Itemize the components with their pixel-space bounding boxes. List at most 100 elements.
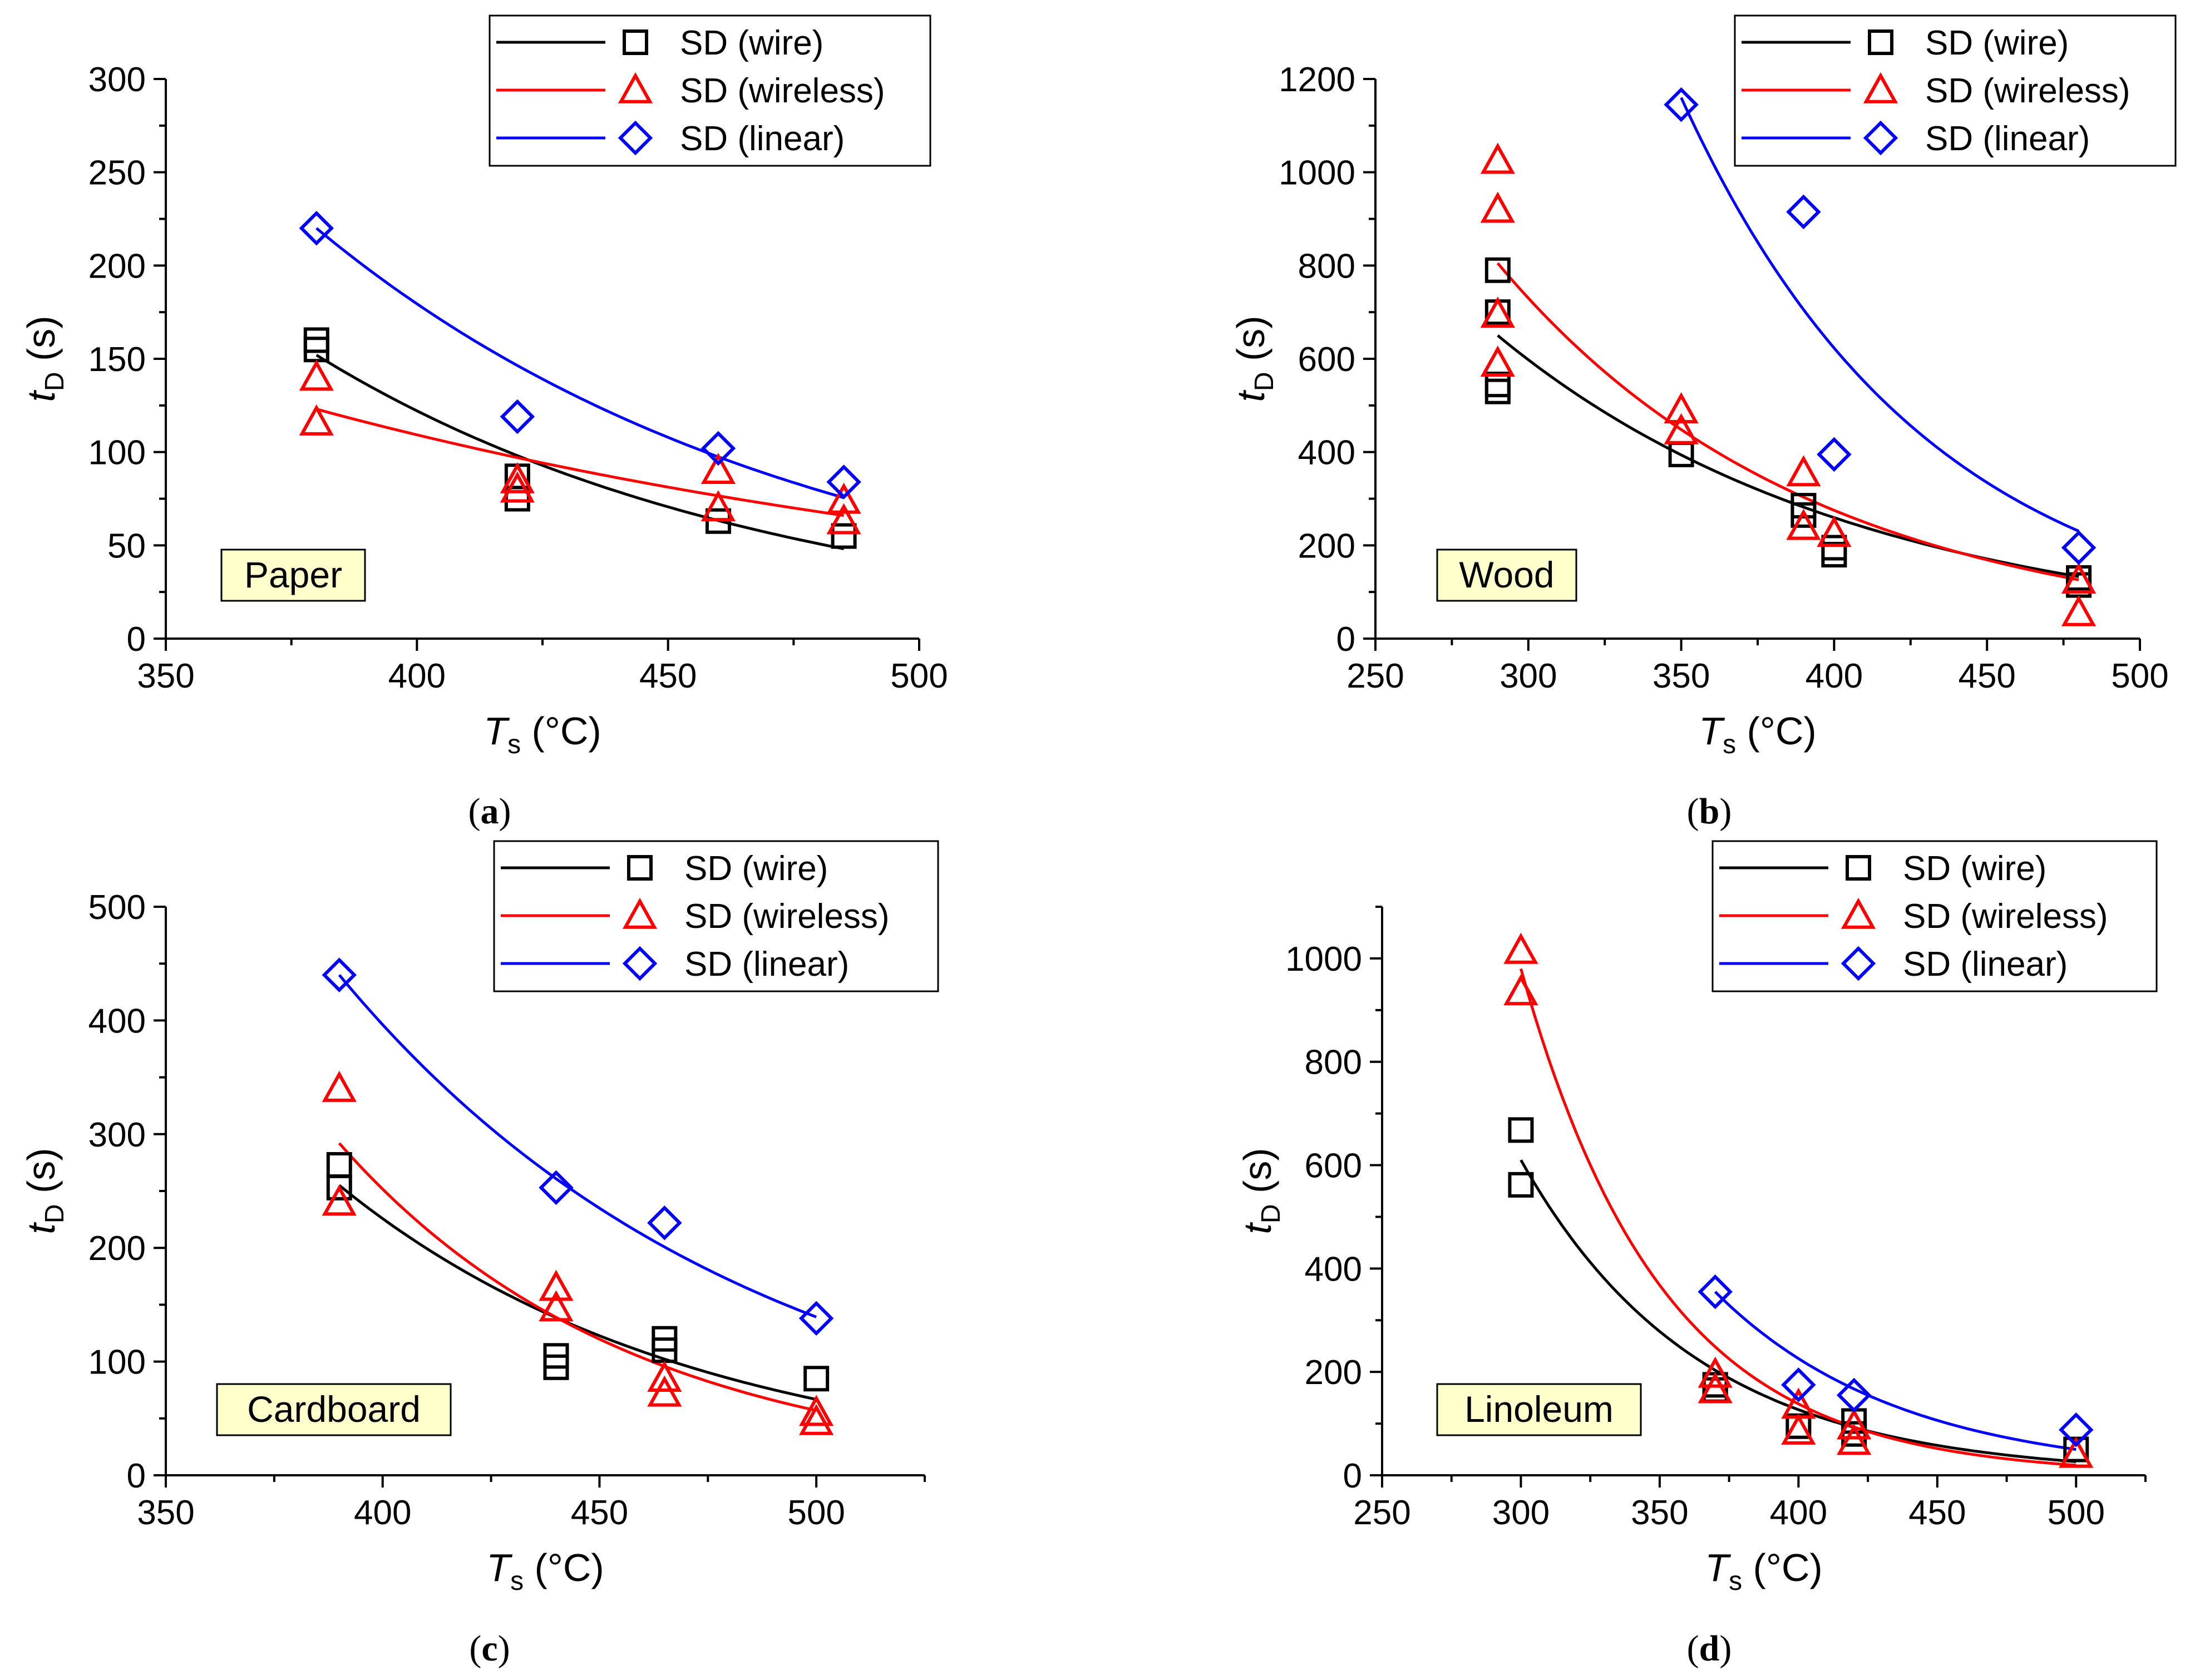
legend-label-linear: SD (linear) [684, 945, 849, 984]
data-point-wireless [1480, 142, 1515, 174]
data-point-wire [831, 523, 857, 549]
data-point-wire [1790, 502, 1817, 528]
panel-caption: (c) [469, 1628, 510, 1669]
material-badge [220, 549, 366, 602]
legend-marker-wire [627, 855, 653, 881]
y-tick-label: 400 [88, 1002, 146, 1040]
data-point-wire [1821, 535, 1847, 561]
x-tick-label: 500 [2111, 657, 2168, 695]
material-label: Paper [244, 554, 342, 595]
y-tick-label: 400 [1298, 434, 1355, 472]
legend-label-linear: SD (linear) [1925, 120, 2090, 158]
y-tick-label: 150 [88, 340, 146, 379]
x-tick-label: 350 [137, 1494, 194, 1532]
y-axis-label: tD (s) [19, 1148, 70, 1234]
fit-curve-linear [338, 974, 817, 1318]
y-tick-label: 200 [88, 1229, 146, 1268]
data-point-wire [1484, 378, 1511, 404]
y-tick-label: 1200 [1279, 61, 1355, 99]
data-point-wireless [1786, 455, 1821, 487]
data-point-wireless [1480, 345, 1515, 377]
y-tick-label: 600 [1305, 1147, 1362, 1185]
data-point-wireless [322, 1184, 357, 1216]
data-point-linear [2061, 530, 2097, 565]
x-tick-label: 400 [388, 657, 446, 695]
data-point-wireless [1817, 516, 1852, 547]
panel-caption: (b) [1687, 791, 1732, 832]
material-label: Wood [1459, 554, 1554, 595]
legend-label-wire: SD (wire) [1903, 849, 2046, 888]
panel-caption: (d) [1687, 1628, 1732, 1669]
material-badge [1436, 549, 1577, 602]
fit-curve-linear [315, 227, 845, 500]
legend-marker-linear [622, 946, 658, 981]
legend-marker-wire [1868, 29, 1893, 55]
legend-label-wire: SD (wire) [684, 849, 828, 888]
x-tick-label: 450 [571, 1494, 628, 1532]
x-tick-label: 350 [1631, 1494, 1688, 1532]
legend-marker-wireless [618, 72, 653, 103]
data-point-linear [322, 957, 357, 992]
legend: SD (wire) SD (wireless) SD (linear) [1711, 840, 2158, 992]
x-tick-label: 500 [890, 657, 948, 695]
data-point-wireless [1698, 1372, 1733, 1404]
legend-label-wireless: SD (wireless) [680, 72, 885, 110]
data-point-wireless [2059, 1436, 2094, 1468]
x-tick-label: 450 [1958, 657, 2015, 695]
x-tick-label: 400 [1806, 657, 1863, 695]
data-point-linear [1781, 1367, 1816, 1402]
y-tick-label: 500 [88, 888, 146, 927]
x-tick-label: 400 [1770, 1494, 1827, 1532]
legend-marker-wire [623, 29, 648, 55]
data-point-wireless [539, 1290, 574, 1322]
y-tick-label: 300 [88, 1116, 146, 1154]
data-point-wireless [1480, 191, 1515, 223]
data-point-wireless [826, 503, 861, 535]
y-tick-label: 0 [1343, 1457, 1362, 1495]
y-tick-label: 1000 [1279, 154, 1355, 192]
data-point-wire [803, 1366, 830, 1392]
data-point-linear [1836, 1377, 1872, 1413]
fit-curve-wireless [316, 408, 844, 517]
x-tick-label: 350 [137, 657, 194, 695]
legend-marker-wireless [1863, 72, 1898, 103]
material-label: Linoleum [1464, 1389, 1614, 1430]
y-tick-label: 800 [1305, 1044, 1362, 1082]
x-tick-label: 400 [354, 1494, 411, 1532]
data-point-wireless [826, 482, 861, 514]
data-point-wire [326, 1152, 352, 1178]
legend: SD (wire) SD (wireless) SD (linear) [1734, 14, 2177, 167]
fit-curve-wire [315, 354, 845, 551]
data-point-linear [539, 1170, 574, 1205]
x-tick-label: 450 [1908, 1494, 1966, 1532]
x-tick-label: 450 [639, 657, 697, 695]
y-tick-label: 250 [88, 154, 146, 192]
material-label: Cardboard [247, 1389, 421, 1430]
data-point-linear [647, 1205, 682, 1241]
data-point-wireless [1786, 508, 1821, 540]
x-tick-label: 500 [787, 1494, 845, 1532]
legend-marker-linear [618, 120, 653, 156]
legend-label-wireless: SD (wireless) [684, 897, 890, 936]
fit-curve-wire [1497, 334, 2079, 578]
data-point-wire [1508, 1172, 1534, 1198]
x-axis-label: Ts (°C) [1705, 1546, 1822, 1596]
legend-label-linear: SD (linear) [1903, 945, 2068, 984]
y-tick-label: 50 [107, 527, 146, 565]
data-point-wireless [1698, 1356, 1733, 1388]
data-point-wireless [1781, 1413, 1816, 1445]
y-tick-label: 100 [88, 1343, 146, 1382]
fit-curve-wireless [1496, 262, 2079, 581]
data-point-wire [504, 486, 530, 512]
y-axis-label: tD (s) [1236, 1148, 1286, 1234]
fit-curve-wireless [338, 1142, 817, 1412]
x-tick-label: 250 [1346, 657, 1404, 695]
panel-d: 250 300 350 400 450 500 0 200 400 600 800 1000 Ts (°… [1236, 840, 2158, 1669]
data-point-linear [701, 431, 736, 466]
data-point-wireless [647, 1361, 682, 1392]
data-point-wireless [500, 462, 535, 493]
y-tick-label: 0 [127, 620, 146, 659]
data-point-wireless [539, 1269, 574, 1301]
data-point-linear [2059, 1412, 2094, 1447]
y-tick-label: 0 [127, 1457, 146, 1495]
